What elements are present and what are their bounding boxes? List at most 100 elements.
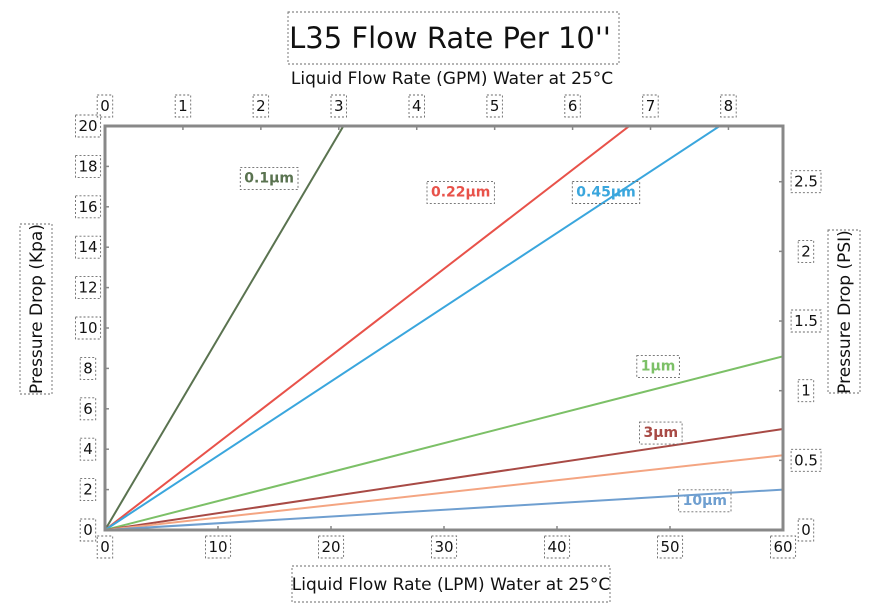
top-tick-8-box <box>720 94 737 118</box>
top-tick-1: 1 <box>174 94 192 118</box>
top-tick-8: 8 <box>720 94 737 118</box>
series-label-5: 10μm <box>678 489 732 513</box>
left-tick-2: 4 <box>79 437 97 461</box>
series-line-1 <box>104 125 630 531</box>
series-line-2 <box>104 125 721 531</box>
top-tick-4-text: 4 <box>412 97 422 115</box>
top-tick-6-box <box>564 94 581 118</box>
left-tick-4: 8 <box>79 356 97 380</box>
bottom-tick-6-box <box>770 535 797 559</box>
bottom-tick-3-box <box>431 535 458 559</box>
bottom-tick-1-box <box>205 535 232 559</box>
bottom-tick-0-box <box>96 535 114 559</box>
left-tick-5-box <box>75 316 102 340</box>
top-tick-3-box <box>330 94 347 118</box>
series-label-box-5 <box>678 489 732 513</box>
left-tick-3-text: 6 <box>83 400 93 418</box>
bottom-tick-2-text: 20 <box>321 538 340 556</box>
series-line-3 <box>104 355 784 531</box>
series-line-5 <box>104 454 784 531</box>
right-tick-3-text: 1.5 <box>794 312 818 330</box>
right-tick-2-box <box>797 379 815 403</box>
left-tick-0-box <box>79 518 97 542</box>
series-label-3: 1μm <box>636 355 680 379</box>
right-tick-4: 2 <box>797 239 815 263</box>
series-line-6 <box>104 488 784 531</box>
left-tick-7: 14 <box>75 235 102 259</box>
right-tick-5: 2.5 <box>790 170 822 194</box>
right-tick-4-text: 2 <box>801 242 811 260</box>
right-axis-title: Pressure Drop (PSI) <box>835 230 855 394</box>
chart-title: L35 Flow Rate Per 10'' <box>289 21 611 55</box>
top-tick-0-box <box>96 94 114 118</box>
series-line-0 <box>104 125 345 531</box>
series-label-text-4: 3μm <box>643 425 678 441</box>
left-tick-2-text: 4 <box>83 440 93 458</box>
bottom-tick-1: 10 <box>205 535 232 559</box>
right-tick-1-box <box>790 448 822 472</box>
top-tick-1-text: 1 <box>178 97 188 115</box>
top-tick-3: 3 <box>330 94 347 118</box>
left-tick-4-text: 8 <box>83 359 93 377</box>
plot-layer <box>105 126 783 530</box>
left-tick-5-text: 10 <box>78 319 97 337</box>
right-tick-0: 0 <box>797 518 815 542</box>
left-tick-6-box <box>75 276 102 300</box>
right-tick-0-box <box>797 518 815 542</box>
left-tick-4-box <box>79 356 97 380</box>
left-tick-7-text: 14 <box>78 238 97 256</box>
top-tick-4-box <box>408 94 425 118</box>
left-tick-3: 6 <box>79 397 97 421</box>
right-tick-4-box <box>797 239 815 263</box>
top-tick-6-text: 6 <box>568 97 578 115</box>
series-label-box-1 <box>426 181 495 205</box>
top-tick-6: 6 <box>564 94 581 118</box>
bottom-tick-3: 30 <box>431 535 458 559</box>
bottom-tick-4-box <box>544 535 571 559</box>
top-tick-5-box <box>486 94 503 118</box>
right-tick-0-text: 0 <box>801 521 811 539</box>
bottom-tick-4-text: 40 <box>547 538 566 556</box>
right-tick-5-text: 2.5 <box>794 173 818 191</box>
left-tick-0: 0 <box>79 518 97 542</box>
top-tick-0-text: 0 <box>100 97 110 115</box>
bottom-tick-5: 50 <box>657 535 684 559</box>
left-tick-10: 20 <box>75 114 102 138</box>
bottom-tick-5-box <box>657 535 684 559</box>
series-label-box-0 <box>239 167 299 191</box>
left-tick-8-text: 16 <box>78 198 97 216</box>
top-tick-0: 0 <box>96 94 114 118</box>
left-tick-8: 16 <box>75 195 102 219</box>
series-layer <box>104 125 784 531</box>
series-label-box-4 <box>639 421 683 445</box>
right-tick-1-text: 0.5 <box>794 451 818 469</box>
left-axis-title: Pressure Drop (Kpa) <box>27 224 47 394</box>
bottom-tick-1-text: 10 <box>208 538 227 556</box>
bottom-tick-6-text: 60 <box>773 538 792 556</box>
bottom-axis-title: Liquid Flow Rate (LPM) Water at 25°C <box>292 575 610 595</box>
right-tick-5-box <box>790 170 822 194</box>
top-tick-2-box <box>252 94 270 118</box>
bottom-tick-3-text: 30 <box>434 538 453 556</box>
series-label-2: 0.45μm <box>571 181 641 204</box>
series-label-4: 3μm <box>639 421 683 445</box>
series-label-box-3 <box>636 355 680 379</box>
left-tick-9: 18 <box>75 154 102 178</box>
top-tick-2-text: 2 <box>256 97 266 115</box>
top-tick-5: 5 <box>486 94 503 118</box>
top-axis-title: Liquid Flow Rate (GPM) Water at 25°C <box>291 69 613 89</box>
bottom-tick-6: 60 <box>770 535 797 559</box>
top-tick-7: 7 <box>642 94 659 118</box>
left-tick-9-box <box>75 154 102 178</box>
right-tick-2: 1 <box>797 379 815 403</box>
bottom-tick-2-box <box>318 535 345 559</box>
left-tick-9-text: 18 <box>78 157 97 175</box>
right-tick-1: 0.5 <box>790 448 822 472</box>
right-axis-title-box <box>827 229 861 394</box>
series-label-text-0: 0.1μm <box>244 171 294 187</box>
label-layer: 0.1μm 0.22μm 0.45μm 1μm 3μm 10μm <box>239 167 732 513</box>
top-tick-2: 2 <box>252 94 270 118</box>
top-tick-1-box <box>174 94 192 118</box>
left-tick-8-box <box>75 195 102 219</box>
